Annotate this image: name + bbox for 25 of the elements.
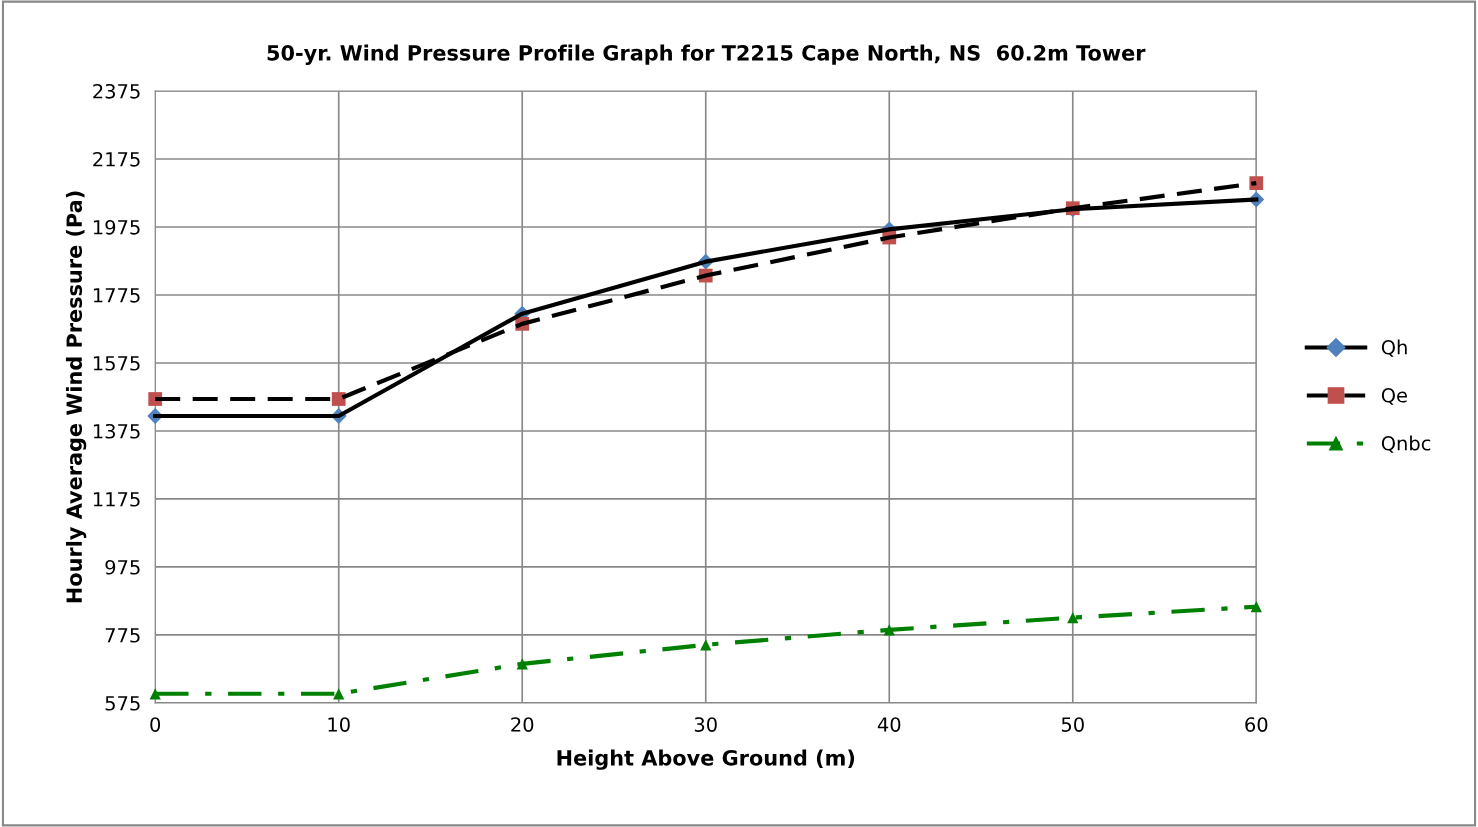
y-tick-label: 1575	[93, 356, 140, 371]
chart-title: 50-yr. Wind Pressure Profile Graph for T2215 Cape North, NS 60.2m Tower	[267, 44, 1146, 65]
x-tick-label: 20	[511, 717, 534, 732]
x-tick-label: 50	[1061, 717, 1084, 732]
y-tick-label: 1175	[93, 492, 140, 507]
x-tick-label: 30	[694, 717, 717, 732]
y-tick-label: 1375	[93, 423, 140, 439]
x-tick-label: 0	[150, 717, 161, 732]
y-tick-label: 2375	[93, 83, 140, 99]
point	[331, 392, 346, 406]
y-tick-label: 975	[105, 559, 140, 575]
x-tick-label: 40	[877, 717, 901, 732]
x-axis-title: Height Above Ground (m)	[557, 749, 855, 770]
x-tick-label: 10	[328, 717, 350, 732]
y-tick-label: 575	[105, 696, 140, 711]
point	[1067, 611, 1079, 624]
y-tick-label: 775	[105, 628, 140, 643]
y-axis-title: Hourly Average Wind Pressure (Pa)	[65, 191, 87, 603]
legend-label: Qe	[1381, 387, 1407, 405]
y-tick-label: 2175	[93, 151, 140, 167]
legend-label: Qh	[1381, 339, 1407, 357]
y-tick-label: 1775	[93, 288, 140, 303]
x-tick-label: 60	[1245, 717, 1268, 732]
legend-label: Qnbc	[1381, 435, 1431, 453]
y-tick-label: 1975	[93, 219, 140, 235]
